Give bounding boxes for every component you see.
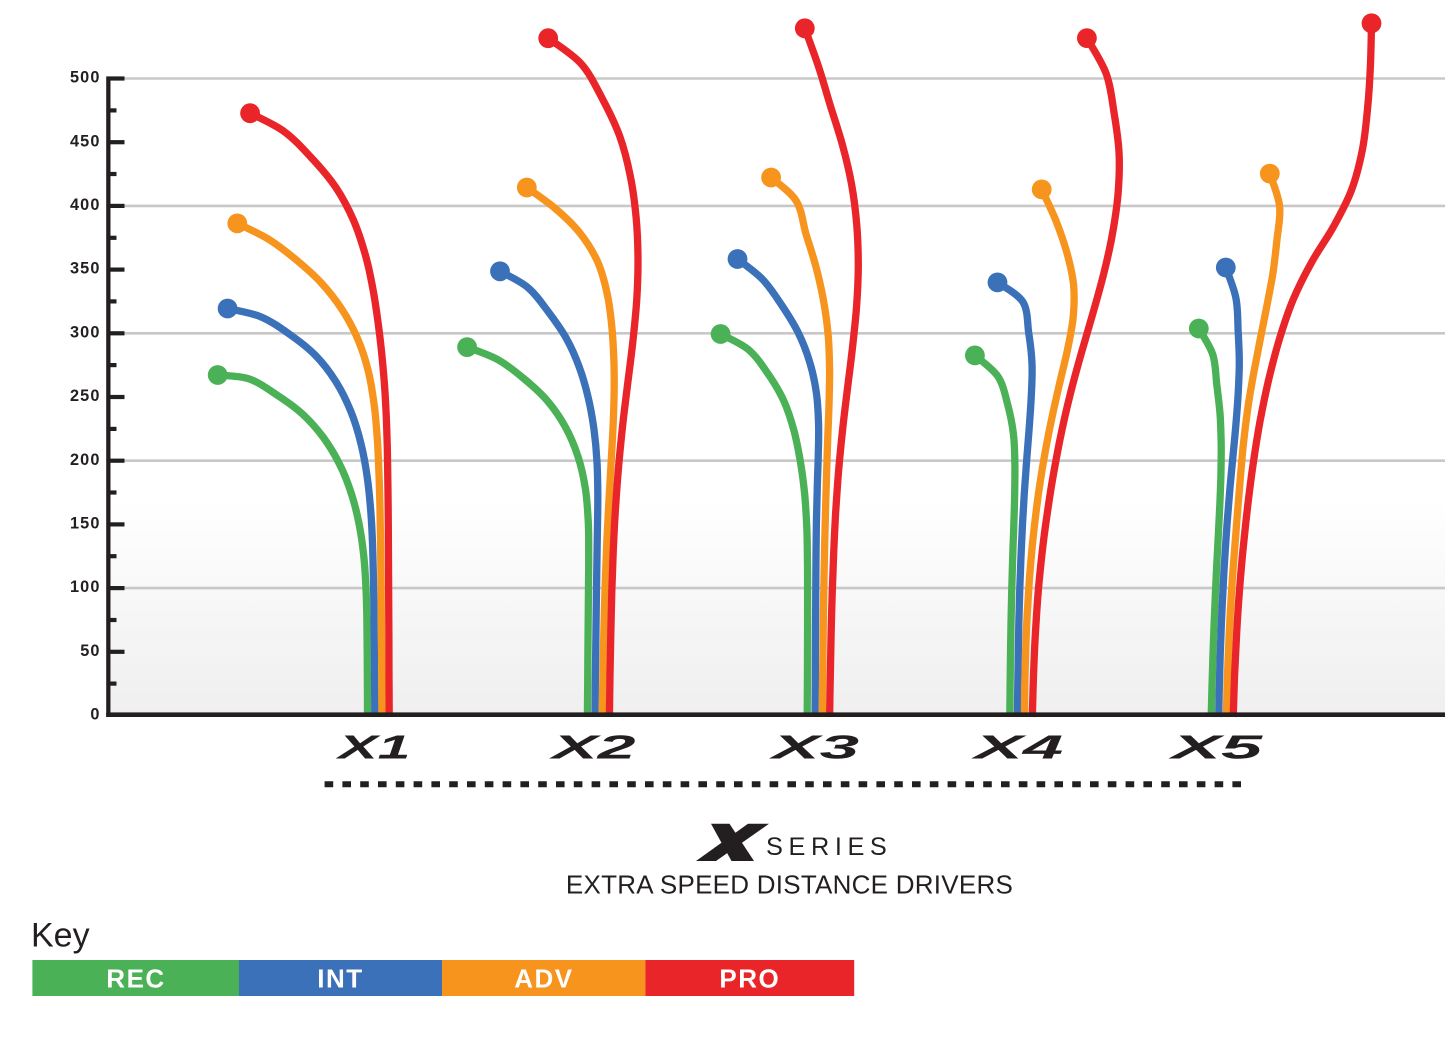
- svg-text:100: 100: [70, 578, 100, 596]
- svg-text:REC: REC: [106, 964, 165, 994]
- svg-text:EXTRA SPEED DISTANCE DRIVERS: EXTRA SPEED DISTANCE DRIVERS: [566, 870, 1013, 900]
- svg-text:ADV: ADV: [514, 964, 573, 994]
- svg-text:400: 400: [70, 196, 100, 214]
- svg-text:X4: X4: [971, 728, 1064, 765]
- svg-text:50: 50: [80, 642, 100, 660]
- svg-text:X3: X3: [768, 728, 859, 765]
- svg-text:300: 300: [70, 323, 100, 341]
- svg-text:X2: X2: [548, 728, 635, 765]
- svg-text:200: 200: [70, 451, 100, 469]
- svg-text:0: 0: [90, 706, 100, 724]
- svg-text:PRO: PRO: [719, 964, 780, 994]
- svg-text:X5: X5: [1168, 729, 1264, 766]
- svg-text:INT: INT: [317, 964, 363, 994]
- svg-text:SERIES: SERIES: [766, 833, 892, 861]
- svg-text:250: 250: [70, 387, 100, 405]
- svg-text:450: 450: [70, 132, 100, 150]
- svg-text:Key: Key: [31, 917, 90, 955]
- svg-text:350: 350: [70, 260, 100, 278]
- svg-text:500: 500: [70, 69, 100, 87]
- svg-text:150: 150: [70, 515, 100, 533]
- svg-text:X1: X1: [335, 729, 411, 766]
